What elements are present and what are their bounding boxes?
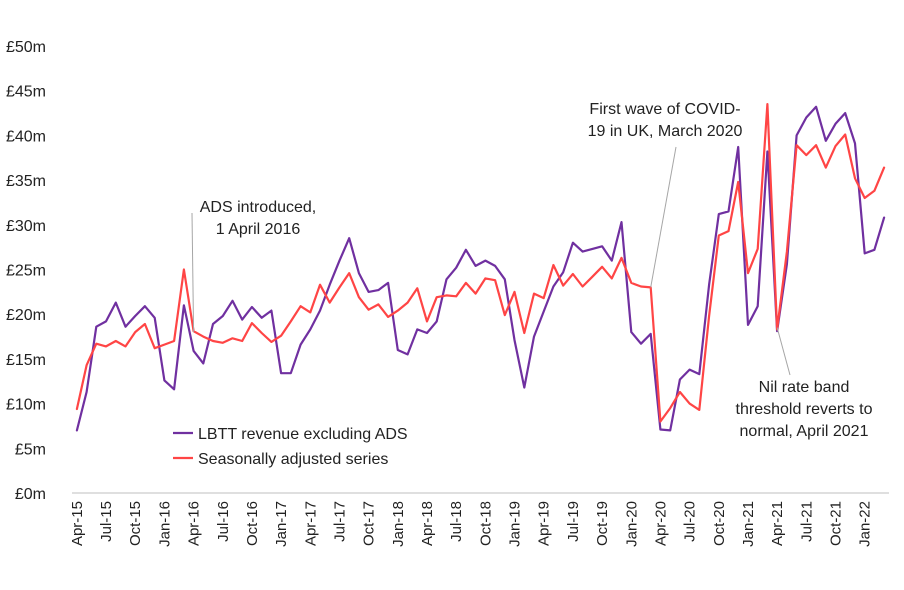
annotation-text: Nil rate band <box>759 379 850 396</box>
x-tick-label: Apr-17 <box>302 501 319 546</box>
y-tick-label: £25m <box>6 263 46 280</box>
annotation-text: First wave of COVID- <box>589 101 740 118</box>
x-tick-label: Oct-20 <box>711 501 728 546</box>
y-tick-label: £30m <box>6 218 46 235</box>
annotation-leader-line <box>191 212 195 333</box>
y-tick-label: £45m <box>6 84 46 101</box>
x-tick-label: Apr-18 <box>419 501 436 546</box>
y-tick-label: £5m <box>15 441 46 458</box>
legend-label: LBTT revenue excluding ADS <box>198 426 408 443</box>
x-tick-label: Jan-18 <box>390 501 407 547</box>
x-tick-label: Oct-17 <box>361 501 378 546</box>
x-tick-label: Jul-19 <box>565 501 582 542</box>
x-tick-label: Jul-21 <box>798 501 815 542</box>
x-tick-label: Oct-15 <box>127 501 144 546</box>
x-tick-label: Apr-16 <box>186 501 203 546</box>
x-tick-label: Apr-21 <box>769 501 786 546</box>
annotation-text: normal, April 2021 <box>740 423 869 440</box>
x-tick-label: Jan-21 <box>740 501 757 547</box>
x-tick-label: Jul-20 <box>682 501 699 542</box>
annotations: ADS introduced, 1 April 2016 First wave of… <box>191 101 873 440</box>
x-tick-label: Jul-18 <box>448 501 465 542</box>
series-line-seasonally-adjusted <box>75 102 886 423</box>
x-axis-tick-labels: Apr-15 Jul-15 Oct-15 Jan-16 Apr-16 Jul-16 Oct-… <box>69 501 874 547</box>
x-tick-label: Apr-15 <box>69 501 86 546</box>
x-tick-label: Oct-21 <box>828 501 845 546</box>
y-tick-label: £20m <box>6 307 46 324</box>
y-tick-label: £15m <box>6 352 46 369</box>
annotation-text: ADS introduced, <box>200 199 317 216</box>
series-line-lbtt-excluding-ads <box>75 105 886 432</box>
y-tick-label: £35m <box>6 173 46 190</box>
series-lines <box>75 102 886 432</box>
y-axis-tick-labels: £0m £5m £10m £15m £20m £25m £30m £35m £40m £45m £5… <box>6 39 46 503</box>
y-tick-label: £10m <box>6 397 46 414</box>
x-tick-label: Jul-16 <box>215 501 232 542</box>
x-tick-label: Jan-17 <box>273 501 290 547</box>
annotation-leader-line <box>650 146 677 288</box>
legend: LBTT revenue excluding ADS Seasonally adj… <box>173 426 408 468</box>
annotation-text: 1 April 2016 <box>216 221 301 238</box>
x-tick-label: Jan-20 <box>623 501 640 547</box>
x-tick-label: Jul-17 <box>331 501 348 542</box>
x-tick-label: Jul-15 <box>98 501 115 542</box>
y-tick-label: £50m <box>6 39 46 56</box>
x-tick-label: Jan-16 <box>156 501 173 547</box>
x-tick-label: Apr-19 <box>536 501 553 546</box>
annotation-text: threshold reverts to <box>736 401 873 418</box>
annotation-text: 19 in UK, March 2020 <box>588 123 743 140</box>
y-tick-label: £40m <box>6 128 46 145</box>
x-tick-label: Oct-16 <box>244 501 261 546</box>
legend-label: Seasonally adjusted series <box>198 451 388 468</box>
x-tick-label: Apr-20 <box>652 501 669 546</box>
x-tick-label: Jan-19 <box>507 501 524 547</box>
annotation-leader-line <box>776 327 791 376</box>
x-tick-label: Jan-22 <box>857 501 874 547</box>
x-tick-label: Oct-19 <box>594 501 611 546</box>
x-tick-label: Oct-18 <box>477 501 494 546</box>
y-tick-label: £0m <box>15 486 46 503</box>
